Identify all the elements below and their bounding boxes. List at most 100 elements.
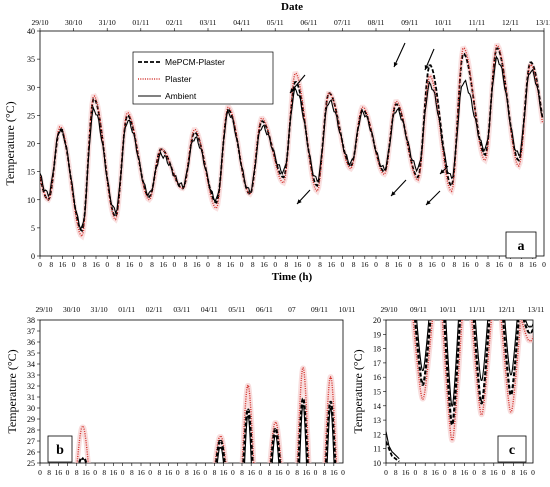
panel-c-ytick-label: 15: [373, 388, 381, 397]
panel-a-hour-label: 0: [307, 260, 311, 269]
panel-b-date-label: 09/11: [311, 305, 328, 314]
panel-c-ytick-label: 18: [373, 345, 381, 354]
panel-a-ytick-label: 30: [27, 83, 35, 92]
panel-b-hour-label: 8: [102, 468, 106, 477]
panel-c-ambient-trough: [474, 320, 489, 381]
panel-b-ytick-label: 34: [27, 360, 35, 369]
panel-b-hour-label: 16: [275, 468, 283, 477]
panel-a-hour-label: 16: [327, 260, 335, 269]
panel-b-hour-label: 16: [137, 468, 145, 477]
panel-b-plot-area: [74, 365, 339, 463]
panel-b-hour-label: 16: [220, 468, 228, 477]
panel-a-hour-label: 8: [419, 260, 423, 269]
panel-a-plot-area: [40, 42, 544, 241]
panel-c-ytick-label: 16: [373, 373, 381, 382]
panel-b-plaster-peak: [296, 367, 310, 463]
panel-b-hour-label: 0: [258, 468, 262, 477]
panel-b-hour-label: 0: [203, 468, 207, 477]
panel-b-hour-label: 16: [192, 468, 200, 477]
panel-a-y-axis-title: Temperature (°C): [3, 101, 17, 185]
panel-b-date-label: 01/11: [118, 305, 135, 314]
panel-a-hour-label: 8: [217, 260, 221, 269]
panel-b-ytick-label: 38: [27, 316, 35, 325]
panel-a-hour-label: 16: [159, 260, 167, 269]
panel-b-plaster-peak: [241, 384, 255, 463]
panel-c-hour-label: 16: [490, 468, 498, 477]
panel-b-ambient-peak: [326, 407, 335, 463]
panel-c-mepcm-trough: [502, 320, 520, 396]
panel-a-ytick-label: 25: [27, 111, 35, 120]
panel-b-ytick-label: 30: [27, 404, 35, 413]
panel-c-mepcm-start: [386, 441, 400, 463]
panel-c-ambient-trough: [416, 320, 430, 372]
panel-b-mepcm-peak: [78, 456, 88, 463]
panel-c-y-axis-title: Temperature (°C): [351, 349, 365, 433]
panel-b-hour-label: 8: [295, 468, 299, 477]
panel-b-hour-label: 8: [75, 468, 79, 477]
panel-a-hour-label: 16: [462, 260, 470, 269]
panel-a-ytick-label: 5: [31, 224, 35, 233]
annotation-arrowhead: [393, 62, 398, 67]
panel-b-ambient-peak: [299, 404, 308, 463]
panel-b-ytick-label: 36: [27, 338, 35, 347]
panel-b-date-label: 31/10: [91, 305, 108, 314]
panel-c-hour-label: 8: [453, 468, 457, 477]
panel-a-hour-label: 8: [453, 260, 457, 269]
panel-c-ytick-label: 14: [373, 402, 381, 411]
panel-a-hour-label: 16: [227, 260, 235, 269]
panel-a-hour-label: 0: [72, 260, 76, 269]
panel-c-ambient-trough: [445, 320, 459, 407]
panel-c-ambient-trough: [525, 320, 533, 328]
panel-b-hour-label: 8: [47, 468, 51, 477]
panel-a-date-label: 02/11: [166, 18, 183, 27]
panel-a-hour-label: 0: [509, 260, 513, 269]
panel-b-letter: b: [56, 443, 64, 458]
panel-a-hour-label: 0: [273, 260, 277, 269]
panel-b-hour-label: 0: [231, 468, 235, 477]
panel-b-ytick-label: 37: [27, 327, 35, 336]
panel-b-mepcm-peak: [297, 397, 309, 463]
panel-b-date-label: 06/11: [256, 305, 273, 314]
series-line-mepcm-plaster: [40, 47, 544, 233]
annotation-arrowhead: [290, 88, 295, 93]
panel-b-date-label: 30/10: [63, 305, 80, 314]
panel-c-date-label: 29/10: [380, 305, 397, 314]
panel-b-ytick-label: 35: [27, 349, 35, 358]
panel-a-hour-label: 16: [395, 260, 403, 269]
panel-c-hour-label: 8: [423, 468, 427, 477]
panel-b-ytick-label: 28: [27, 426, 35, 435]
panel-c-plaster-trough: [500, 320, 522, 413]
panel-a-hour-label: 8: [251, 260, 255, 269]
panel-c-hour-label: 0: [502, 468, 506, 477]
panel-b-hour-label: 8: [323, 468, 327, 477]
panel-a-ytick-label: 10: [27, 196, 35, 205]
panel-a-ytick-label: 40: [27, 27, 35, 36]
panel-a-hour-label: 0: [105, 260, 109, 269]
panel-a-hour-label: 8: [385, 260, 389, 269]
panel-a-hour-label: 0: [441, 260, 445, 269]
panel-a-hour-label: 16: [529, 260, 537, 269]
panel-b-ambient-peak: [244, 415, 252, 463]
panel-b-date-label: 10/11: [339, 305, 356, 314]
series-line-ambient: [40, 55, 544, 231]
panel-b-hour-label: 0: [148, 468, 152, 477]
panel-a-date-label: 30/10: [65, 18, 82, 27]
series-line-plaster: [40, 44, 544, 238]
panel-b-hour-label: 8: [240, 468, 244, 477]
panel-a-hour-label: 8: [352, 260, 356, 269]
panel-c-hour-label: 0: [531, 468, 535, 477]
panel-b-hour-label: 16: [55, 468, 63, 477]
panel-a-hour-label: 0: [542, 260, 546, 269]
panel-b-mepcm-peak: [242, 408, 254, 463]
panel-a-date-label: 12/11: [502, 18, 519, 27]
panel-b-date-label: 02/11: [146, 305, 163, 314]
panel-b-hour-label: 16: [330, 468, 338, 477]
panel-a-hour-label: 8: [150, 260, 154, 269]
panel-a-date-label: 07/11: [334, 18, 351, 27]
panel-a-ytick-label: 35: [27, 55, 35, 64]
panel-a-date-label: 06/11: [300, 18, 317, 27]
panel-b-letter-box: [47, 435, 73, 463]
panel-a-hour-label: 8: [285, 260, 289, 269]
panel-b-ytick-label: 29: [27, 415, 35, 424]
panel-b-ambient-peak: [216, 446, 225, 463]
